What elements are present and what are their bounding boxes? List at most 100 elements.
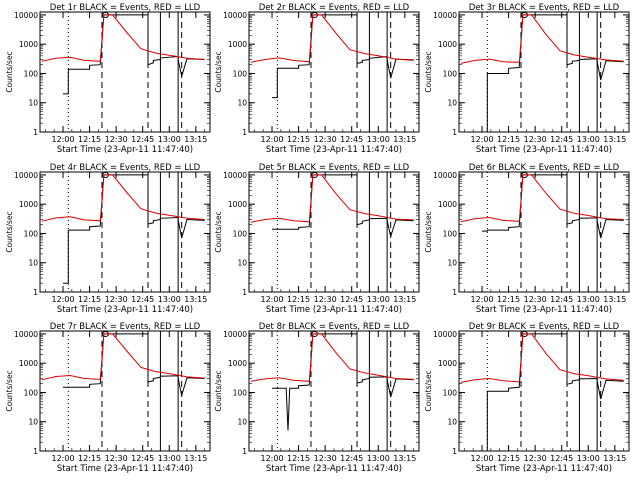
x-tick-label: 12:15 [78, 135, 101, 144]
panel-title: Det 8r BLACK = Events, RED = LLD [259, 322, 410, 332]
y-tick-label: 10000 [14, 11, 38, 20]
x-tick-label: 12:30 [524, 295, 547, 304]
panel-title: Det 9r BLACK = Events, RED = LLD [469, 322, 620, 332]
panel-4: Det 4r BLACK = Events, RED = LLD 1 10 100 10… [5, 163, 211, 315]
x-axis-label: Start Time (23-Apr-11 11:47:40) [57, 305, 193, 315]
x-tick-label: 12:30 [105, 454, 128, 463]
series-lld-line [41, 333, 205, 381]
y-tick-label: 10 [447, 418, 457, 427]
x-tick-label: 12:45 [550, 454, 573, 463]
x-tick-label: 12:30 [314, 135, 337, 144]
series-events-line [63, 174, 205, 284]
x-tick-label: 13:15 [603, 454, 626, 463]
x-tick-label: 13:00 [158, 135, 181, 144]
x-axis-label: Start Time (23-Apr-11 11:47:40) [266, 464, 402, 474]
y-tick-label: 1 [242, 128, 247, 137]
panel-8: Det 8r BLACK = Events, RED = LLD 1 10 100 10… [214, 322, 420, 474]
y-tick-label: 10 [237, 99, 247, 108]
x-tick-label: 12:15 [287, 295, 310, 304]
y-tick-label: 10 [447, 259, 457, 268]
panel-6: Det 6r BLACK = Events, RED = LLD 1 10 100 10… [424, 163, 630, 315]
x-tick-label: 12:00 [470, 135, 493, 144]
y-tick-label: 1 [33, 288, 38, 297]
x-tick-label: 12:15 [497, 295, 520, 304]
x-tick-label: 13:00 [158, 454, 181, 463]
series-events-line [63, 14, 205, 95]
x-tick-label: 13:00 [367, 295, 390, 304]
panel-title: Det 6r BLACK = Events, RED = LLD [469, 163, 620, 173]
x-tick-label: 13:00 [158, 295, 181, 304]
x-tick-label: 13:00 [577, 135, 600, 144]
x-tick-label: 12:00 [51, 135, 74, 144]
y-tick-label: 1000 [228, 40, 247, 49]
panel-title: Det 1r BLACK = Events, RED = LLD [50, 3, 201, 13]
panel-5: Det 5r BLACK = Events, RED = LLD 1 10 100 10… [214, 163, 420, 315]
series-lld-line [41, 14, 205, 62]
x-axis-label: Start Time (23-Apr-11 11:47:40) [476, 464, 612, 474]
y-axis-label: Counts/sec [5, 51, 14, 92]
x-tick-label: 12:30 [314, 295, 337, 304]
x-tick-label: 13:15 [393, 295, 416, 304]
y-tick-label: 1 [242, 288, 247, 297]
x-tick-label: 12:00 [260, 454, 283, 463]
x-tick-label: 12:45 [340, 295, 363, 304]
y-tick-label: 1 [33, 128, 38, 137]
panel-7: Det 7r BLACK = Events, RED = LLD 1 10 100 10… [5, 322, 211, 474]
x-tick-label: 12:45 [131, 454, 154, 463]
y-tick-label: 100 [24, 229, 39, 238]
x-tick-label: 13:00 [367, 454, 390, 463]
y-tick-label: 1000 [228, 359, 247, 368]
x-tick-label: 12:15 [78, 454, 101, 463]
y-axis-label: Counts/sec [214, 211, 223, 252]
x-axis-label: Start Time (23-Apr-11 11:47:40) [476, 145, 612, 155]
x-tick-label: 13:15 [603, 135, 626, 144]
y-tick-label: 10 [28, 418, 38, 427]
y-axis-label: Counts/sec [424, 51, 433, 92]
y-tick-label: 10 [237, 259, 247, 268]
x-tick-label: 12:15 [497, 135, 520, 144]
panel-3: Det 3r BLACK = Events, RED = LLD 1 10 100 10… [424, 3, 630, 155]
y-tick-label: 1000 [228, 200, 247, 209]
y-tick-label: 10000 [223, 171, 247, 180]
panel-title: Det 2r BLACK = Events, RED = LLD [259, 3, 410, 13]
y-tick-label: 10 [28, 259, 38, 268]
x-axis-label: Start Time (23-Apr-11 11:47:40) [57, 464, 193, 474]
y-tick-label: 10 [28, 99, 38, 108]
x-tick-label: 13:15 [393, 454, 416, 463]
x-tick-label: 12:00 [51, 295, 74, 304]
y-tick-label: 10000 [433, 11, 457, 20]
y-tick-label: 10 [237, 418, 247, 427]
x-tick-label: 12:00 [470, 295, 493, 304]
series-events-line [63, 333, 205, 396]
x-tick-label: 13:00 [367, 135, 390, 144]
x-tick-label: 13:00 [577, 454, 600, 463]
x-tick-label: 12:45 [550, 295, 573, 304]
y-tick-label: 1 [452, 288, 457, 297]
x-tick-label: 12:30 [524, 135, 547, 144]
y-tick-label: 1 [452, 447, 457, 456]
x-tick-label: 12:15 [287, 454, 310, 463]
y-tick-label: 1000 [438, 359, 457, 368]
x-tick-label: 12:00 [260, 135, 283, 144]
panel-2: Det 2r BLACK = Events, RED = LLD 1 10 100 10… [214, 3, 420, 155]
y-axis-label: Counts/sec [5, 370, 14, 411]
series-lld-line [41, 174, 205, 222]
x-axis-label: Start Time (23-Apr-11 11:47:40) [476, 305, 612, 315]
series-lld-line [250, 333, 414, 382]
x-tick-label: 12:45 [340, 135, 363, 144]
series-lld-line [250, 14, 414, 63]
series-events-line [272, 174, 414, 239]
y-tick-label: 1000 [19, 359, 38, 368]
y-tick-label: 10000 [433, 171, 457, 180]
y-tick-label: 100 [24, 69, 39, 78]
x-tick-label: 13:15 [603, 295, 626, 304]
series-events-line [482, 14, 624, 132]
y-tick-label: 100 [233, 229, 248, 238]
x-tick-label: 12:45 [131, 295, 154, 304]
series-events-line [482, 174, 624, 239]
x-tick-label: 12:45 [550, 135, 573, 144]
panel-9: Det 9r BLACK = Events, RED = LLD 1 10 100 10… [424, 322, 630, 474]
y-tick-label: 100 [233, 69, 248, 78]
